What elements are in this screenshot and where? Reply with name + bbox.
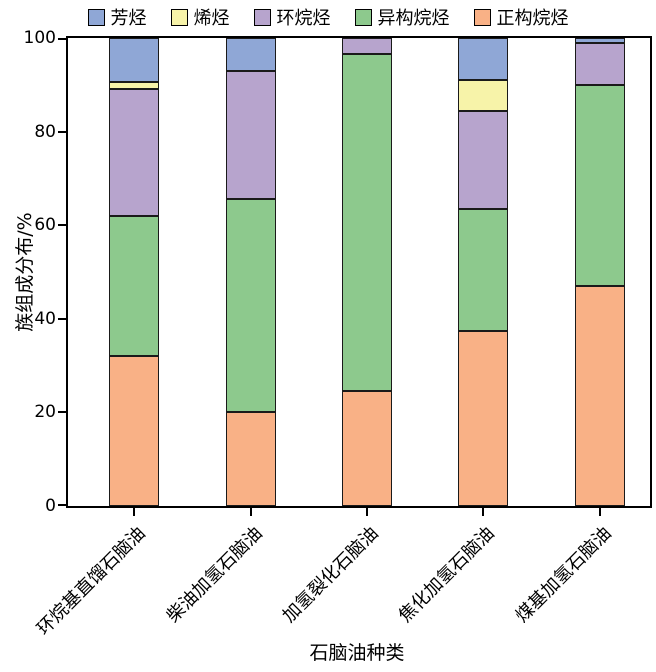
legend-label: 烯烃	[193, 8, 230, 29]
bar-segment	[574, 84, 625, 287]
y-tick-label: 100	[23, 28, 56, 48]
legend-label: 芳烃	[110, 8, 147, 29]
legend-label: 正构烷烃	[496, 8, 569, 29]
bar-segment	[109, 215, 160, 357]
legend-swatch	[354, 8, 372, 26]
bar-segment	[342, 391, 392, 506]
bar-segment	[458, 110, 509, 209]
y-tick-label: 60	[34, 215, 56, 236]
bar-segment	[225, 412, 276, 506]
bar-segment	[458, 208, 509, 331]
plot-area: 环烷基直馏石脑油 柴油加氢石脑油 加氢裂化石脑油 焦化加氢石脑油 煤基加氢石脑油 0 20 4…	[24, 28, 652, 640]
x-axis-label: 石脑油种类	[309, 642, 405, 664]
legend-item: 芳烃	[87, 4, 147, 30]
bar-segment	[342, 38, 392, 55]
x-category-label: 加氢裂化石脑油	[278, 522, 383, 627]
bar-segment	[109, 356, 160, 506]
y-tick-mark	[58, 38, 66, 40]
x-tick-mark	[598, 508, 601, 516]
bar-segment	[109, 89, 160, 216]
x-category-label: 环烷基直馏石脑油	[33, 522, 150, 640]
legend-item: 正构烷烃	[473, 4, 569, 30]
y-tick-mark	[58, 504, 66, 506]
bar-segment	[574, 286, 625, 506]
x-category-label: 煤基加氢石脑油	[511, 522, 616, 627]
x-tick-mark	[133, 508, 136, 516]
bar-segment	[342, 54, 392, 392]
bar-segment	[109, 38, 160, 83]
x-category-label: 柴油加氢石脑油	[162, 522, 267, 627]
bar-segment	[458, 330, 509, 506]
legend-swatch	[473, 8, 491, 26]
bar-segment	[225, 70, 276, 200]
x-tick-mark	[249, 508, 252, 516]
bar-segment	[225, 199, 276, 413]
y-tick-mark	[58, 130, 66, 133]
legend-item: 环烷烃	[253, 4, 331, 30]
x-category-label: 焦化加氢石脑油	[395, 522, 500, 627]
legend-item: 烯烃	[170, 4, 230, 30]
legend-swatch	[87, 8, 105, 26]
bar-segment	[574, 38, 625, 43]
y-axis-label: 族组成分布/%	[14, 212, 36, 332]
legend-swatch	[170, 8, 188, 26]
bar-segment	[574, 42, 625, 85]
x-tick-mark	[482, 508, 485, 516]
y-tick-label: 20	[34, 402, 56, 423]
y-tick-mark	[58, 411, 66, 414]
bar-segment	[225, 38, 276, 71]
bar-segment	[109, 82, 160, 90]
y-tick-label: 40	[34, 308, 56, 329]
legend-label: 环烷烃	[276, 8, 331, 29]
legend-label: 异构烷烃	[377, 8, 450, 29]
y-tick-label: 80	[34, 121, 56, 142]
y-tick-mark	[58, 224, 66, 227]
legend-item: 异构烷烃	[354, 4, 450, 30]
legend: 芳烃 烯烃 环烷烃 异构烷烃 正构烷烃	[0, 4, 656, 30]
x-tick-mark	[366, 508, 368, 516]
y-tick-label: 0	[45, 496, 56, 516]
bar-segment	[458, 80, 509, 111]
y-tick-mark	[58, 317, 66, 320]
bar-segment	[458, 38, 509, 81]
legend-swatch	[253, 8, 271, 26]
